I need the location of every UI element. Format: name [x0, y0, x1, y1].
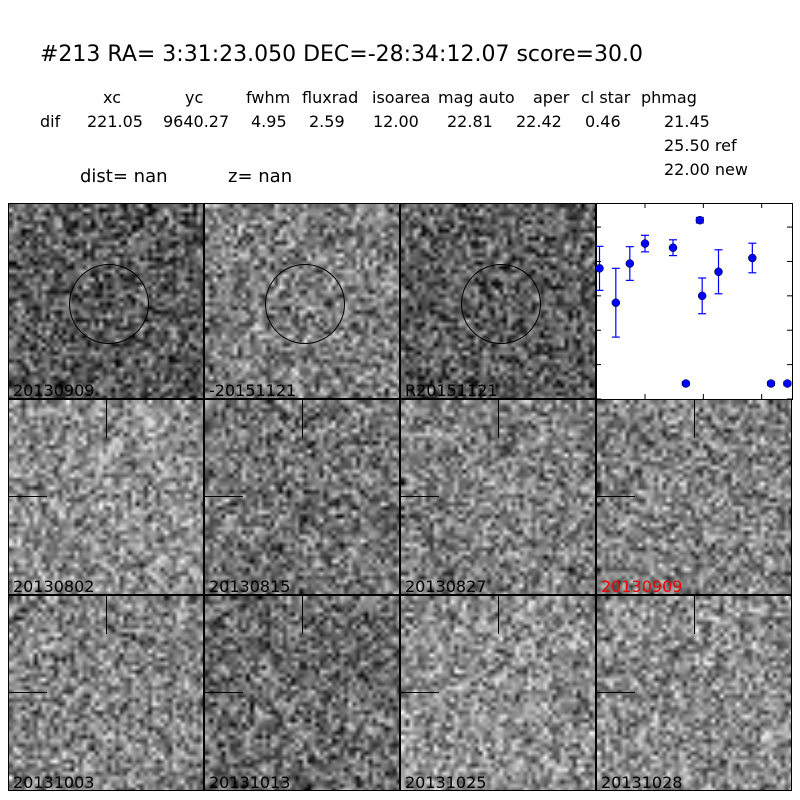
image-stamp: R20151121	[400, 203, 596, 399]
stamp-date-label: 20130815	[209, 577, 291, 595]
image-stamp: 20130802	[8, 399, 204, 595]
stamp-date-label: 20131013	[209, 773, 291, 791]
column-value: 0.46	[585, 112, 621, 131]
column-value: 12.00	[373, 112, 419, 131]
image-stamp: 20131013	[204, 595, 400, 791]
image-stamp: 20130827	[400, 399, 596, 595]
column-value: 9640.27	[163, 112, 230, 131]
plot-frame	[596, 203, 793, 400]
column-value: 4.95	[251, 112, 287, 131]
image-stamp: 20130909	[596, 399, 792, 595]
column-header: cl star	[581, 88, 631, 107]
image-stamp: 20131028	[596, 595, 792, 791]
column-header: mag auto	[438, 88, 515, 107]
crosshair-tick	[401, 692, 439, 694]
data-point	[766, 379, 776, 388]
crosshair-tick	[401, 496, 439, 498]
crosshair-tick	[9, 496, 47, 498]
crosshair-tick	[106, 596, 108, 634]
crosshair-tick	[498, 596, 500, 634]
crosshair-tick	[9, 692, 47, 694]
crosshair-tick	[302, 400, 304, 438]
data-point	[714, 267, 723, 277]
data-point	[783, 379, 792, 388]
column-header: isoarea	[372, 88, 431, 107]
data-point	[640, 239, 650, 248]
image-stamp: -20151121	[204, 203, 400, 399]
phmag-new: 22.00 new	[664, 160, 748, 179]
stamp-date-label: -20151121	[209, 381, 297, 399]
stamp-date-label: 20130909	[13, 381, 95, 399]
crosshair-tick	[205, 496, 243, 498]
column-value: 221.05	[87, 112, 143, 131]
crosshair-tick	[597, 692, 635, 694]
crosshair-tick	[205, 692, 243, 694]
stamp-date-label: 20131003	[13, 773, 95, 791]
figure-title: #213 RA= 3:31:23.050 DEC=-28:34:12.07 sc…	[40, 42, 643, 67]
aperture-circle	[265, 264, 345, 344]
image-stamp: 20131025	[400, 595, 596, 791]
column-value: 22.81	[447, 112, 493, 131]
column-header: aper	[533, 88, 570, 107]
aperture-circle	[69, 264, 149, 344]
stamp-date-label: 20130909	[601, 577, 683, 595]
phmag-value: 21.45	[664, 112, 710, 131]
crosshair-tick	[302, 596, 304, 634]
data-point	[595, 264, 604, 273]
data-point	[668, 243, 678, 252]
data-point	[697, 291, 707, 301]
image-stamp: 20131003	[8, 595, 204, 791]
phmag-ref: 25.50 ref	[664, 136, 737, 155]
data-point	[625, 259, 635, 268]
data-point	[611, 298, 621, 307]
stamp-date-label: 20130802	[13, 577, 95, 595]
aperture-circle	[461, 264, 541, 344]
column-header: fluxrad	[302, 88, 359, 107]
stamp-date-label: 20131028	[601, 773, 683, 791]
z-value: z= nan	[228, 166, 293, 187]
light-curve-plot: 212223242526050100	[568, 203, 793, 424]
column-value: 22.42	[516, 112, 562, 131]
column-header: xc	[103, 88, 121, 107]
crosshair-tick	[498, 400, 500, 438]
stamp-date-label: 20131025	[405, 773, 487, 791]
crosshair-tick	[106, 400, 108, 438]
column-header: yc	[185, 88, 204, 107]
stamp-date-label: R20151121	[405, 381, 498, 399]
image-stamp: 20130909	[8, 203, 204, 399]
crosshair-tick	[694, 400, 696, 438]
data-point	[748, 253, 757, 263]
dist-value: dist= nan	[80, 166, 168, 187]
image-stamp: 20130815	[204, 399, 400, 595]
column-value: 2.59	[309, 112, 345, 131]
stamp-date-label: 20130827	[405, 577, 487, 595]
crosshair-tick	[694, 596, 696, 634]
row-label: dif	[40, 112, 61, 131]
data-point	[681, 379, 691, 388]
column-header: fwhm	[246, 88, 291, 107]
crosshair-tick	[597, 496, 635, 498]
column-header: phmag	[641, 88, 697, 107]
data-point	[695, 215, 705, 225]
